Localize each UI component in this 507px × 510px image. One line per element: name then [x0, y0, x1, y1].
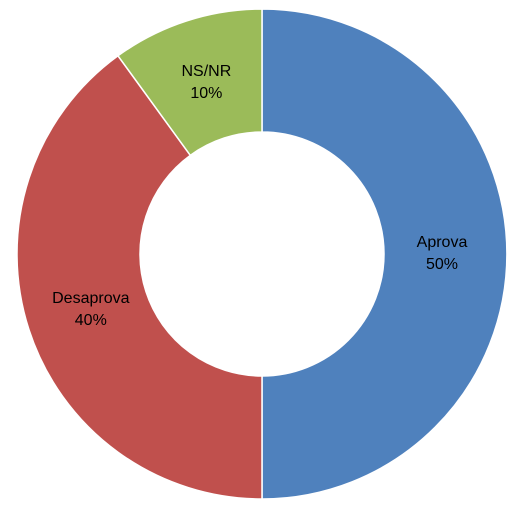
- donut-segment: [261, 8, 507, 500]
- value-label: 40%: [75, 312, 107, 329]
- donut-segment: [16, 54, 263, 500]
- segment-label: Desaprova: [52, 290, 129, 307]
- segment-label: Aprova: [417, 234, 468, 251]
- value-label: 50%: [426, 256, 458, 273]
- value-label: 10%: [190, 85, 222, 102]
- segment-label: NS/NR: [181, 63, 231, 80]
- donut-segment: [116, 8, 263, 157]
